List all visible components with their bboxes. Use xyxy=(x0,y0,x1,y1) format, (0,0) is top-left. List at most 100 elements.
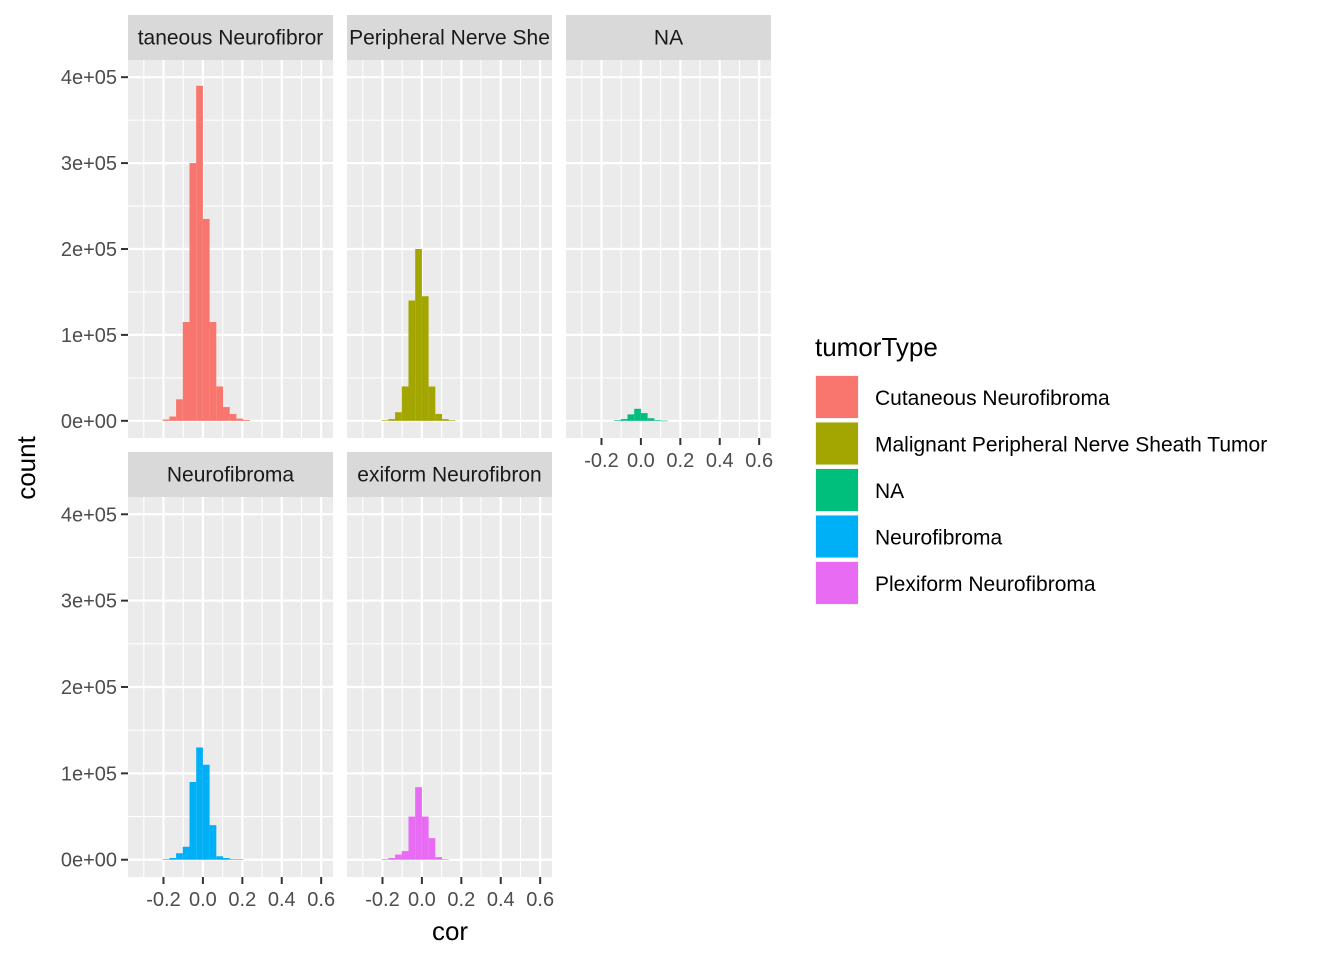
x-tick-label: 0.4 xyxy=(268,889,296,911)
histogram-bar xyxy=(654,420,662,421)
histogram-bar xyxy=(243,419,250,421)
facet-panel-5: exiform Neurofibron -0.2 0.0 0.2 0.4 0.6 xyxy=(347,452,554,911)
facet-strip-bg xyxy=(128,15,333,60)
y-tick-label: 4e+05 xyxy=(61,504,117,526)
histogram-bar xyxy=(647,418,655,421)
facet-panel-2: Peripheral Nerve She xyxy=(347,15,552,438)
y-tick-label: 3e+05 xyxy=(61,153,117,175)
histogram-bar xyxy=(634,408,641,421)
y-tick-label: 0e+00 xyxy=(61,850,117,872)
histogram-bar xyxy=(162,419,170,421)
x-tick-label: -0.2 xyxy=(584,450,618,472)
legend-label: Cutaneous Neurofibroma xyxy=(875,387,1110,410)
histogram-bar xyxy=(627,414,635,421)
legend-entry: Plexiform Neurofibroma xyxy=(815,561,1096,605)
histogram-bar xyxy=(202,764,210,860)
histogram-bar xyxy=(236,859,244,861)
histogram-bar xyxy=(388,419,396,421)
x-tick-label: 0.6 xyxy=(526,889,554,911)
x-tick-label: 0.6 xyxy=(745,450,773,472)
y-tick-label: 4e+05 xyxy=(61,67,117,89)
legend-label: Plexiform Neurofibroma xyxy=(875,573,1096,596)
histogram-bar xyxy=(614,420,621,421)
histogram-bar xyxy=(442,419,449,421)
x-tick-label: 0.2 xyxy=(666,450,694,472)
histogram-bar xyxy=(209,322,217,421)
histogram-bar xyxy=(162,859,170,860)
x-tick-label: 0.4 xyxy=(706,450,734,472)
facet-panel-3: NA -0.2 0.0 0.2 0.4 0.6 xyxy=(566,15,773,472)
histogram-bar xyxy=(229,859,237,860)
y-tick-label: 3e+05 xyxy=(61,591,117,613)
x-tick-label: 0.0 xyxy=(408,889,436,911)
y-tick-label: 1e+05 xyxy=(61,325,117,347)
histogram-bar xyxy=(395,412,402,421)
histogram-bar xyxy=(182,322,190,421)
histogram-bar xyxy=(401,851,409,860)
x-axis-title: cor xyxy=(432,916,468,946)
facet-panel-1: taneous Neurofibror 0e+00 1e+05 2e+05 3e+05 4… xyxy=(61,15,333,438)
legend-title: tumorType xyxy=(815,332,938,362)
histogram-bar xyxy=(381,420,389,421)
y-tick-label: 2e+05 xyxy=(61,677,117,699)
x-tick-label: 0.2 xyxy=(228,889,256,911)
facet-strip-label: taneous Neurofibror xyxy=(138,27,324,50)
facet-panel-4: Neurofibroma 0e+00 1e+05 2e+05 3e+05 4e+05 -0.… xyxy=(61,452,335,911)
y-tick-label: 2e+05 xyxy=(61,239,117,261)
facet-strip-bg xyxy=(347,15,552,60)
histogram-bar xyxy=(435,857,443,860)
legend-label: NA xyxy=(875,480,904,503)
y-axis-title: count xyxy=(11,435,41,499)
y-tick-label: 1e+05 xyxy=(61,763,117,785)
legend: tumorType Cutaneous Neurofibroma Malignan… xyxy=(815,332,1267,605)
histogram-bar xyxy=(223,858,230,860)
facet-strip-label: exiform Neurofibron xyxy=(357,464,541,487)
histogram-bar xyxy=(421,816,429,860)
facet-strip-bg xyxy=(347,452,552,497)
histogram-bar xyxy=(202,218,210,421)
histogram-bar xyxy=(395,854,402,860)
histogram-bar xyxy=(216,856,224,860)
histogram-bar xyxy=(176,399,183,421)
histogram-bar xyxy=(408,816,416,860)
histogram-bar xyxy=(182,846,190,860)
x-tick-label: -0.2 xyxy=(365,889,399,911)
histogram-bar xyxy=(229,413,237,421)
histogram-bar xyxy=(176,853,183,860)
histogram-bar xyxy=(428,838,436,860)
facet-strip-bg xyxy=(566,15,771,60)
x-tick-label: 0.0 xyxy=(189,889,217,911)
histogram-bar xyxy=(223,407,230,421)
histogram-bar xyxy=(640,413,648,421)
legend-swatch xyxy=(816,422,858,465)
histogram-bar xyxy=(435,413,443,421)
panels-layer: taneous Neurofibror 0e+00 1e+05 2e+05 3e+05 4… xyxy=(61,15,773,911)
histogram-bar xyxy=(415,787,422,860)
histogram-bar xyxy=(415,249,422,421)
histogram-bar xyxy=(661,420,668,422)
histogram-bar xyxy=(209,825,217,860)
x-tick-label: 0.4 xyxy=(487,889,515,911)
x-tick-label: -0.2 xyxy=(146,889,180,911)
histogram-bar xyxy=(236,418,244,421)
histogram-bar xyxy=(428,386,436,421)
histogram-bar xyxy=(216,386,224,421)
histogram-bar xyxy=(401,386,409,421)
legend-swatch xyxy=(816,469,858,511)
legend-label: Malignant Peripheral Nerve Sheath Tumor xyxy=(875,434,1267,457)
facet-strip-bg xyxy=(128,452,333,497)
facet-strip-label: NA xyxy=(654,27,683,50)
legend-entry: Malignant Peripheral Nerve Sheath Tumor xyxy=(815,421,1267,466)
x-tick-label: 0.0 xyxy=(627,450,655,472)
legend-entry: Neurofibroma xyxy=(815,514,1003,559)
facet-strip-label: Peripheral Nerve She xyxy=(349,27,550,50)
histogram-bar xyxy=(448,420,456,421)
histogram-bar xyxy=(189,782,197,860)
x-tick-label: 0.2 xyxy=(447,889,475,911)
histogram-bar xyxy=(169,416,177,421)
legend-entry: Cutaneous Neurofibroma xyxy=(815,375,1110,419)
histogram-bar xyxy=(442,859,449,860)
histogram-bar xyxy=(169,858,177,860)
histogram-bar xyxy=(421,296,429,421)
